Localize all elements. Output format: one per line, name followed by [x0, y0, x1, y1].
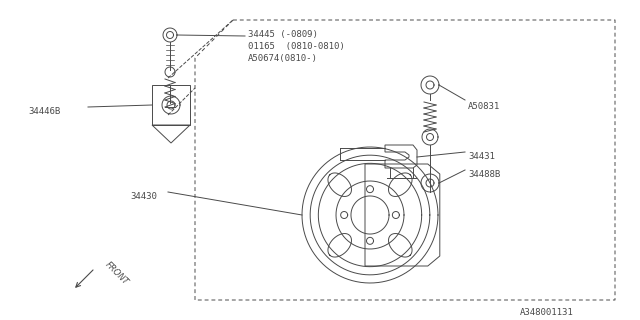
Text: 34445 (-0809): 34445 (-0809)	[248, 30, 318, 39]
Text: 34488B: 34488B	[468, 170, 500, 179]
Text: 34430: 34430	[130, 192, 157, 201]
Text: 01165  (0810-0810): 01165 (0810-0810)	[248, 42, 345, 51]
Text: FRONT: FRONT	[103, 260, 130, 287]
Text: 34431: 34431	[468, 152, 495, 161]
Text: A348001131: A348001131	[520, 308, 573, 317]
Text: A50674(0810-): A50674(0810-)	[248, 54, 318, 63]
Text: 34446B: 34446B	[28, 107, 60, 116]
Text: A50831: A50831	[468, 102, 500, 111]
